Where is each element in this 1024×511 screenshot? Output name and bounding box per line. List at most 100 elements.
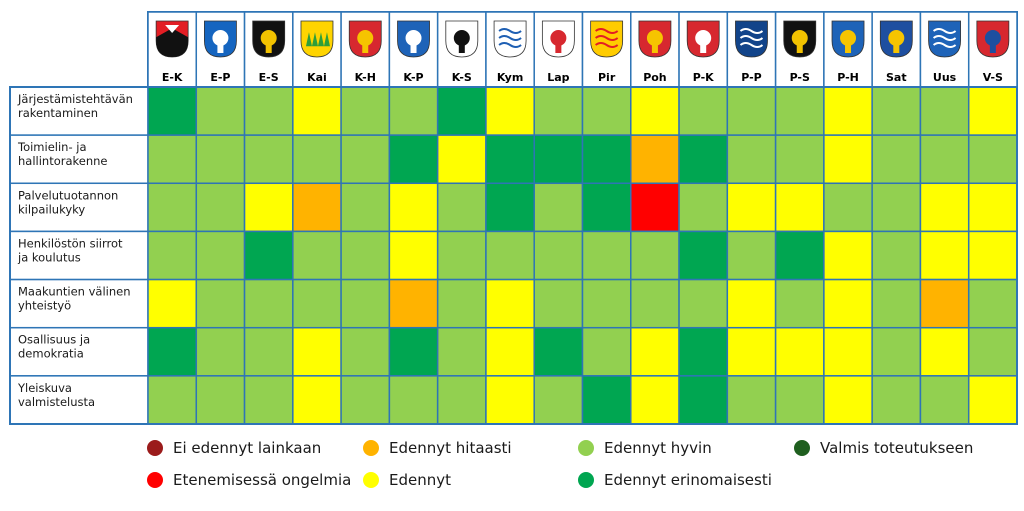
region-header-pir: Pir	[581, 11, 632, 88]
coat-of-arms-icon	[493, 20, 527, 58]
legend-swatch	[794, 440, 810, 456]
heatmap-cell	[340, 182, 391, 233]
heatmap-cell	[774, 134, 825, 185]
coat-of-arms-icon	[638, 20, 672, 58]
coat-of-arms-icon	[686, 20, 720, 58]
region-header-k-s: K-S	[436, 11, 487, 88]
heatmap-cell	[388, 375, 439, 425]
heatmap-cell	[436, 134, 487, 185]
heatmap-cell	[388, 182, 439, 233]
heatmap-cell	[533, 326, 584, 377]
row-label: Maakuntien välinen yhteistyö	[9, 278, 149, 329]
heatmap-cell	[195, 326, 246, 377]
heatmap-cell	[871, 278, 922, 329]
heatmap-cell	[243, 86, 294, 136]
heatmap-cell	[823, 230, 873, 281]
region-header-kym: Kym	[485, 11, 535, 88]
region-code: P-H	[837, 71, 859, 84]
region-code: Lap	[547, 71, 569, 84]
heatmap-cell	[919, 326, 970, 377]
heatmap-cell	[630, 230, 680, 281]
heatmap-cell	[292, 326, 342, 377]
region-header-p-p: P-P	[726, 11, 777, 88]
heatmap-cell	[967, 326, 1018, 377]
region-code: P-P	[741, 71, 762, 84]
heatmap-cell	[871, 230, 922, 281]
heatmap-cell	[726, 182, 777, 233]
heatmap-cell	[630, 134, 680, 185]
legend-item: Edennyt erinomaisesti	[578, 471, 772, 489]
coat-of-arms-icon	[252, 20, 286, 58]
heatmap-cell	[967, 86, 1018, 136]
legend-swatch	[147, 472, 163, 488]
region-header-e-s: E-S	[243, 11, 294, 88]
heatmap-cell	[823, 326, 873, 377]
heatmap-cell	[967, 278, 1018, 329]
heatmap-cell	[292, 375, 342, 425]
heatmap-cell	[967, 230, 1018, 281]
legend-label: Edennyt	[389, 471, 451, 489]
legend-label: Valmis toteutukseen	[820, 439, 974, 457]
legend-label: Edennyt hitaasti	[389, 439, 512, 457]
region-header-p-s: P-S	[774, 11, 825, 88]
legend-item: Edennyt hitaasti	[363, 439, 512, 457]
heatmap-cell	[919, 375, 970, 425]
coat-of-arms-icon	[348, 20, 382, 58]
region-code: P-S	[790, 71, 810, 84]
heatmap-cell	[388, 86, 439, 136]
region-header-lap: Lap	[533, 11, 584, 88]
heatmap-cell	[581, 278, 632, 329]
row-label: Yleiskuva valmistelusta	[9, 375, 149, 425]
region-header-kai: Kai	[292, 11, 342, 88]
heatmap-cell	[967, 375, 1018, 425]
heatmap-cell	[147, 375, 198, 425]
region-code: E-P	[210, 71, 230, 84]
legend-item: Etenemisessä ongelmia	[147, 471, 351, 489]
legend-label: Ei edennyt lainkaan	[173, 439, 322, 457]
heatmap-cell	[436, 182, 487, 233]
heatmap-cell	[485, 230, 535, 281]
heatmap-cell	[243, 278, 294, 329]
heatmap-cell	[533, 375, 584, 425]
heatmap-cell	[292, 182, 342, 233]
coat-of-arms-icon	[541, 20, 575, 58]
region-code: Pir	[598, 71, 616, 84]
heatmap-cell	[871, 134, 922, 185]
region-code: K-P	[403, 71, 423, 84]
legend-item: Edennyt hyvin	[578, 439, 712, 457]
legend: Ei edennyt lainkaan Etenemisessä ongelmia…	[0, 430, 1024, 511]
heatmap-cell	[967, 134, 1018, 185]
coat-of-arms-icon	[397, 20, 430, 58]
heatmap-chart: E-K E-P E-S Kai K-H K-P K-S Kym Lap Pir Poh P-K P-P P…	[9, 11, 1018, 425]
heatmap-cell	[243, 375, 294, 425]
heatmap-cell	[678, 182, 729, 233]
heatmap-cell	[485, 375, 535, 425]
heatmap-cell	[195, 86, 246, 136]
coat-of-arms-icon	[735, 20, 768, 58]
coat-of-arms-icon	[783, 20, 817, 58]
heatmap-cell	[581, 182, 632, 233]
heatmap-cell	[436, 375, 487, 425]
heatmap-cell	[774, 182, 825, 233]
heatmap-cell	[243, 182, 294, 233]
heatmap-cell	[871, 375, 922, 425]
heatmap-cell	[630, 326, 680, 377]
coat-of-arms-icon	[590, 20, 624, 58]
region-header-sat: Sat	[871, 11, 922, 88]
heatmap-cell	[823, 375, 873, 425]
heatmap-cell	[919, 134, 970, 185]
heatmap-cell	[823, 278, 873, 329]
row-label: Osallisuus ja demokratia	[9, 326, 149, 377]
region-code: Uus	[933, 71, 957, 84]
legend-item: Edennyt	[363, 471, 451, 489]
heatmap-cell	[485, 326, 535, 377]
heatmap-cell	[678, 86, 729, 136]
heatmap-cell	[340, 86, 391, 136]
heatmap-cell	[726, 278, 777, 329]
heatmap-cell	[581, 86, 632, 136]
heatmap-cell	[581, 230, 632, 281]
